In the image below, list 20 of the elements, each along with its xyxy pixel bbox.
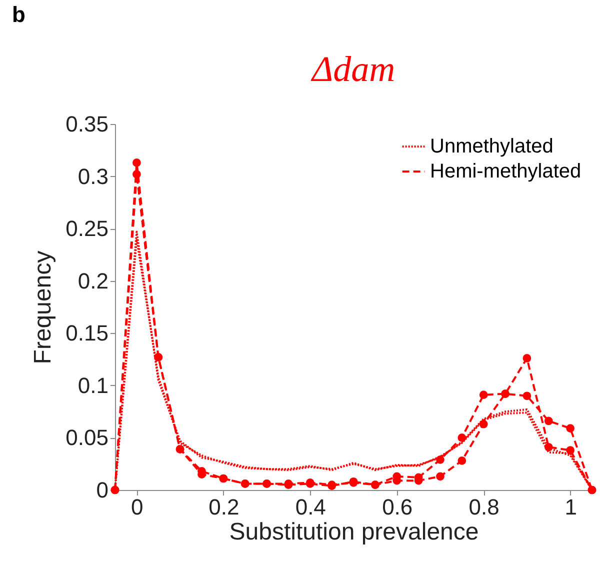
y-tick-label: 0.3 <box>78 164 108 189</box>
x-tick-label: 0.2 <box>208 494 240 520</box>
text: b <box>12 2 26 28</box>
legend-label: Hemi-methylated <box>430 160 582 182</box>
x-tick-label: 0.6 <box>382 494 413 520</box>
x-axis-title: Substitution prevalence <box>229 518 479 546</box>
x-tick-label: 0.8 <box>468 494 500 520</box>
y-tick-label: 0.15 <box>66 320 108 346</box>
x-tick-label: 0 <box>131 494 144 520</box>
y-axis-title: Frequency <box>30 250 57 364</box>
y-tick-label: 0.05 <box>66 425 108 450</box>
y-tick-label: 0.25 <box>66 216 108 242</box>
y-tick-label: 0.35 <box>66 112 108 136</box>
legend-label: Unmethylated <box>430 136 554 158</box>
x-tick-label: 0.4 <box>295 494 326 520</box>
chart-title: Δdam <box>310 49 396 89</box>
x-tick-label: 1 <box>564 494 577 520</box>
y-tick-label: 0.1 <box>78 372 108 398</box>
y-tick-label: 0.2 <box>78 268 108 294</box>
y-tick-label: 0 <box>96 478 108 502</box>
